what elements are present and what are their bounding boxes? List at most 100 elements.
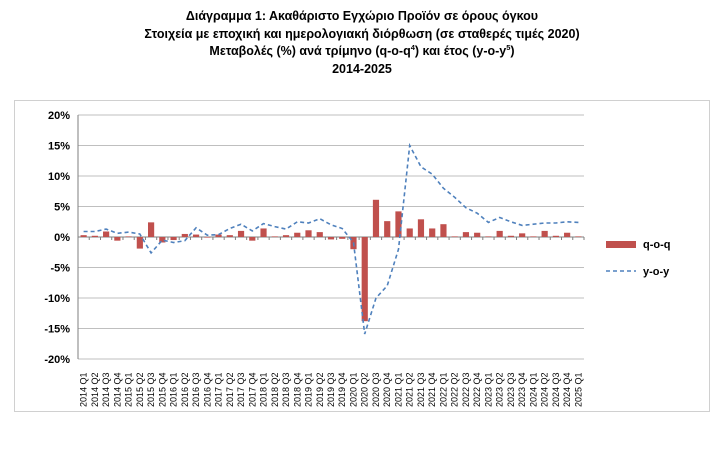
- bar-q-o-q: [249, 237, 256, 241]
- x-tick-label: 2016 Q3: [191, 372, 201, 407]
- x-tick-label: 2023 Q1: [483, 372, 493, 407]
- bar-q-o-q: [159, 237, 166, 243]
- bar-q-o-q: [440, 224, 447, 237]
- x-tick-label: 2025 Q1: [573, 372, 583, 407]
- x-tick-label: 2024 Q3: [551, 372, 561, 407]
- y-tick-label: 0%: [54, 232, 70, 244]
- y-tick-label: 10%: [48, 171, 70, 183]
- chart-title: Διάγραμμα 1: Ακαθάριστο Εγχώριο Προϊόν σ…: [185, 9, 539, 23]
- bar-q-o-q: [552, 235, 559, 237]
- y-tick-label: -15%: [44, 324, 70, 336]
- bar-q-o-q: [339, 237, 346, 239]
- bar-q-o-q: [260, 228, 267, 237]
- x-tick-label: 2024 Q4: [562, 372, 572, 407]
- x-tick-label: 2022 Q3: [461, 372, 471, 407]
- x-tick-label: 2015 Q2: [135, 372, 145, 407]
- x-tick-label: 2021 Q4: [427, 372, 437, 407]
- bar-q-o-q: [519, 233, 526, 237]
- bar-q-o-q: [125, 236, 132, 237]
- bar-q-o-q: [541, 230, 548, 237]
- x-tick-label: 2022 Q4: [472, 372, 482, 407]
- x-tick-label: 2019 Q2: [315, 372, 325, 407]
- y-tick-label: 5%: [54, 202, 70, 214]
- bar-q-o-q: [474, 232, 481, 237]
- x-tick-label: 2018 Q4: [292, 372, 302, 407]
- bar-q-o-q: [215, 234, 222, 237]
- bar-q-o-q: [237, 230, 245, 237]
- bar-q-o-q: [226, 235, 233, 237]
- bar-q-o-q: [136, 237, 143, 249]
- x-tick-label: 2021 Q3: [416, 372, 426, 407]
- bar-q-o-q: [406, 228, 413, 237]
- x-tick-label: 2020 Q1: [348, 372, 358, 407]
- x-tick-label: 2017 Q1: [214, 372, 224, 407]
- bar-q-o-q: [103, 231, 110, 237]
- measure-text-1: Μεταβολές (%) ανά τρίμηνο (q-o-q: [209, 44, 411, 58]
- bar-q-o-q: [181, 233, 188, 237]
- bar-q-o-q: [147, 222, 155, 237]
- bar-q-o-q: [204, 237, 211, 238]
- y-tick-label: 15%: [48, 141, 70, 153]
- x-tick-label: 2021 Q1: [393, 372, 403, 407]
- footnote-ref-4: 4: [410, 43, 415, 52]
- y-tick-label: -10%: [44, 293, 70, 305]
- x-tick-label: 2018 Q2: [270, 372, 280, 407]
- bar-q-o-q: [361, 237, 368, 322]
- bar-q-o-q: [451, 236, 458, 237]
- x-tick-label: 2021 Q2: [405, 372, 415, 407]
- x-tick-label: 2020 Q2: [360, 372, 370, 407]
- x-tick-label: 2015 Q3: [146, 372, 156, 407]
- chart-subtitle-measure: Μεταβολές (%) ανά τρίμηνο (q-o-q4) και έ…: [0, 43, 724, 61]
- bar-q-o-q: [372, 199, 380, 237]
- footnote-ref-5: 5: [506, 43, 511, 52]
- chart-subtitle: Στοιχεία με εποχική και ημερολογιακή διό…: [144, 26, 580, 41]
- bar-q-o-q: [395, 211, 402, 237]
- measure-text-3: ): [510, 44, 515, 58]
- x-tick-label: 2023 Q3: [506, 372, 516, 407]
- legend-label-q-o-q: q-o-q: [643, 239, 670, 251]
- legend-label-y-o-y: y-o-y: [643, 266, 670, 278]
- y-tick-label: -5%: [50, 263, 70, 275]
- bar-q-o-q: [80, 235, 87, 237]
- bar-q-o-q: [316, 232, 323, 237]
- x-tick-label: 2017 Q2: [225, 372, 235, 407]
- x-tick-label: 2014 Q1: [79, 372, 89, 407]
- measure-text-2: ) και έτος (y-o-y: [414, 44, 507, 58]
- bar-q-o-q: [417, 219, 425, 237]
- x-tick-label: 2024 Q2: [540, 372, 550, 407]
- x-tick-label: 2016 Q2: [180, 372, 190, 407]
- chart-title-block: Διάγραμμα 1: Ακαθάριστο Εγχώριο Προϊόν σ…: [0, 8, 724, 78]
- x-tick-label: 2022 Q1: [438, 372, 448, 407]
- bar-q-o-q: [496, 230, 503, 237]
- x-tick-label: 2023 Q4: [517, 372, 527, 407]
- x-tick-label: 2014 Q3: [101, 372, 111, 407]
- x-tick-label: 2019 Q1: [304, 372, 314, 407]
- x-tick-label: 2016 Q4: [202, 372, 212, 407]
- bar-q-o-q: [170, 237, 177, 241]
- x-tick-label: 2019 Q3: [326, 372, 336, 407]
- x-tick-label: 2020 Q3: [371, 372, 381, 407]
- chart-period: 2014-2025: [332, 61, 392, 76]
- x-tick-label: 2016 Q1: [169, 372, 179, 407]
- bar-q-o-q: [294, 232, 301, 237]
- y-tick-label: 20%: [48, 110, 70, 122]
- x-tick-label: 2015 Q4: [157, 372, 167, 407]
- bar-q-o-q: [462, 232, 470, 237]
- bar-q-o-q: [429, 228, 436, 237]
- bar-q-o-q: [384, 221, 391, 237]
- bar-q-o-q: [530, 236, 537, 237]
- x-tick-label: 2015 Q1: [124, 372, 134, 407]
- x-tick-label: 2018 Q1: [259, 372, 269, 407]
- bar-q-o-q: [271, 236, 278, 237]
- bar-q-o-q: [575, 236, 582, 237]
- x-tick-label: 2023 Q2: [495, 372, 505, 407]
- x-tick-label: 2017 Q4: [247, 372, 257, 407]
- bar-q-o-q: [485, 236, 492, 237]
- y-tick-label: -20%: [44, 354, 70, 366]
- bar-q-o-q: [327, 237, 335, 240]
- x-tick-label: 2017 Q3: [236, 372, 246, 407]
- x-tick-label: 2019 Q4: [337, 372, 347, 407]
- bar-q-o-q: [305, 230, 312, 237]
- bar-q-o-q: [564, 232, 571, 237]
